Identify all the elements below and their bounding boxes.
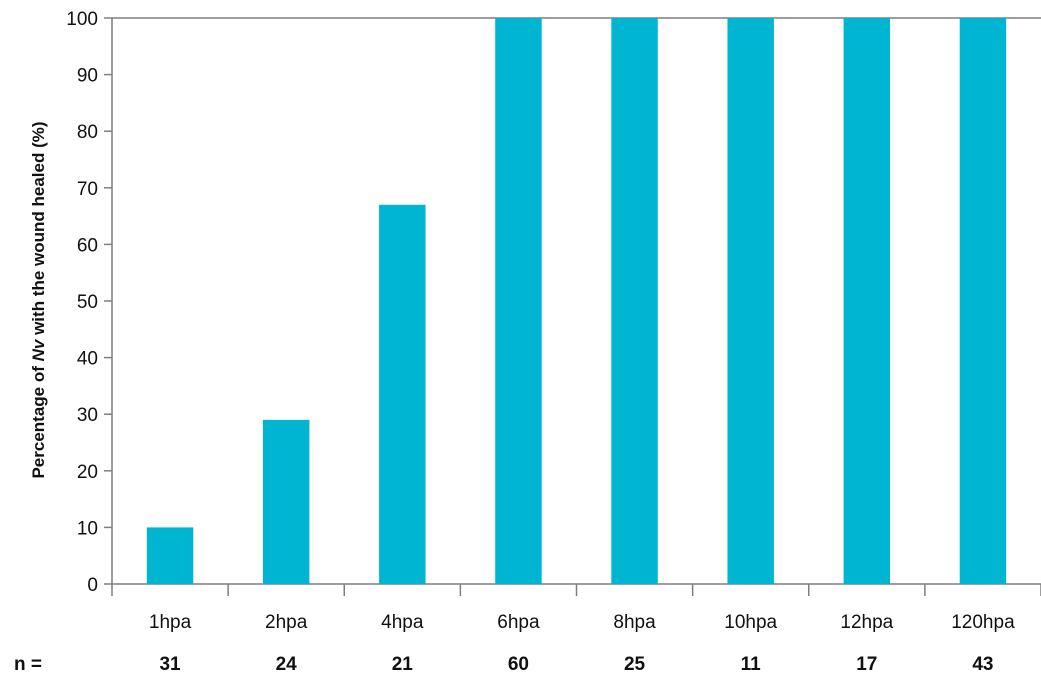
x-category-label: 2hpa <box>265 612 308 633</box>
bar-10hpa <box>727 18 774 584</box>
y-tick-label: 100 <box>66 9 98 30</box>
x-category-label: 1hpa <box>149 612 192 633</box>
x-category-label: 10hpa <box>724 612 777 633</box>
y-tick-label: 80 <box>77 122 98 143</box>
sample-size-value: 31 <box>159 654 181 675</box>
y-tick-label: 20 <box>77 462 98 483</box>
y-tick-label: 40 <box>77 349 98 370</box>
sample-size-value: 43 <box>972 654 993 675</box>
y-axis-label: Percentage of Nv with the wound healed (… <box>29 121 48 478</box>
bar-4hpa <box>379 204 426 584</box>
y-tick-label: 70 <box>77 179 98 200</box>
y-tick-label: 60 <box>77 235 98 256</box>
x-category-label: 120hpa <box>951 612 1015 633</box>
sample-size-value: 11 <box>741 654 762 675</box>
labels-group: 1hpa 31 2hpa 24 4hpa 21 6hpa 60 8hpa 25 10hpa 11 12h… <box>149 612 1015 675</box>
x-category-label: 8hpa <box>613 612 656 633</box>
bar-8hpa <box>611 18 658 584</box>
y-tick-label: 90 <box>77 66 98 87</box>
y-axis-label-prefix: Percentage of <box>29 361 48 478</box>
sample-size-value: 24 <box>276 654 298 675</box>
y-tick-label: 10 <box>77 518 98 539</box>
axes-group: 0 10 20 30 40 50 60 70 80 90 100 <box>66 9 1041 596</box>
y-axis-label-italic: Nv <box>29 338 48 361</box>
sample-size-value: 60 <box>508 654 529 675</box>
x-category-label: 12hpa <box>840 612 893 633</box>
x-category-label: 4hpa <box>381 612 424 633</box>
y-tick-label: 0 <box>87 575 98 596</box>
bar-2hpa <box>262 419 310 584</box>
sample-size-value: 21 <box>392 654 414 675</box>
y-axis-label-suffix: with the wound healed (%) <box>29 121 48 339</box>
x-category-label: 6hpa <box>497 612 540 633</box>
bar-1hpa <box>146 527 194 584</box>
sample-size-row-label: n = <box>14 654 42 675</box>
bar-12hpa <box>843 18 891 584</box>
sample-size-value: 25 <box>624 654 646 675</box>
bar-6hpa <box>495 18 542 584</box>
y-tick-label: 30 <box>77 405 98 426</box>
y-tick-label: 50 <box>77 292 98 313</box>
sample-size-value: 17 <box>856 654 877 675</box>
bars-group <box>146 18 1007 584</box>
bar-120hpa <box>959 18 1007 584</box>
